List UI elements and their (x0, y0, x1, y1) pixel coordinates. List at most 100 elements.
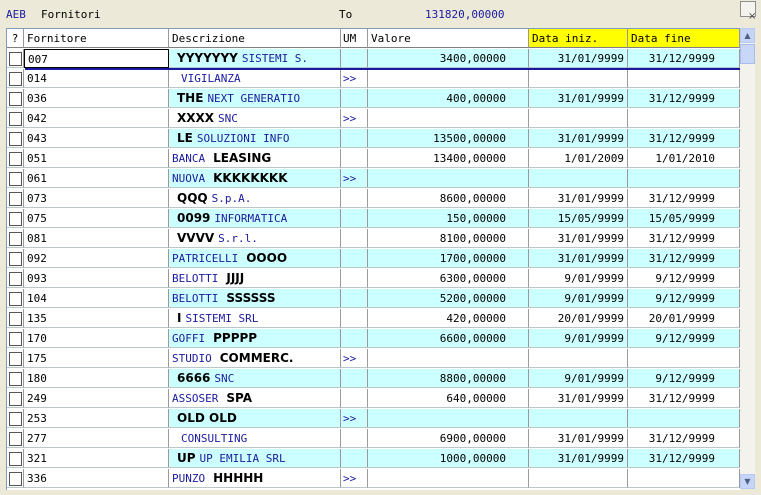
row-checkbox-cell[interactable] (7, 389, 24, 408)
row-checkbox[interactable] (9, 112, 22, 126)
cell-data-iniz[interactable]: 31/01/9999 (529, 49, 628, 68)
row-checkbox-cell[interactable] (7, 209, 24, 228)
cell-um[interactable] (341, 449, 368, 468)
cell-um[interactable] (341, 89, 368, 108)
cell-fornitore[interactable]: 051 (24, 149, 169, 168)
cell-descrizione[interactable]: YYYYYYY SISTEMI S. (169, 49, 341, 68)
cell-data-fine[interactable]: 31/12/9999 (628, 189, 740, 208)
cell-fornitore[interactable]: 093 (24, 269, 169, 288)
cell-data-fine[interactable] (628, 349, 740, 368)
cell-valore[interactable]: 8800,00000 (368, 369, 529, 388)
cell-descrizione[interactable]: STUDIO COMMERC. (169, 349, 341, 368)
cell-data-iniz[interactable]: 9/01/9999 (529, 369, 628, 388)
row-checkbox-cell[interactable] (7, 229, 24, 248)
row-checkbox[interactable] (9, 412, 22, 426)
cell-fornitore[interactable]: 104 (24, 289, 169, 308)
row-checkbox[interactable] (9, 372, 22, 386)
row-checkbox[interactable] (9, 392, 22, 406)
cell-valore[interactable]: 640,00000 (368, 389, 529, 408)
cell-data-iniz[interactable] (529, 69, 628, 88)
cell-fornitore[interactable]: 170 (24, 329, 169, 348)
cell-data-fine[interactable]: 15/05/9999 (628, 209, 740, 228)
cell-fornitore[interactable]: 073 (24, 189, 169, 208)
cell-data-iniz[interactable]: 31/01/9999 (529, 189, 628, 208)
table-row[interactable]: 321 UP UP EMILIA SRL 1000,00000 31/01/9999 31… (7, 449, 741, 469)
cell-fornitore[interactable]: 180 (24, 369, 169, 388)
row-checkbox-cell[interactable] (7, 329, 24, 348)
column-header-check[interactable]: ? (7, 29, 24, 48)
column-header-data-iniz[interactable]: Data iniz. (529, 29, 628, 48)
scroll-up-button[interactable]: ▲ (740, 28, 755, 43)
cell-fornitore[interactable]: 249 (24, 389, 169, 408)
table-row[interactable]: 135 I SISTEMI SRL 420,00000 20/01/9999 20/01/… (7, 309, 741, 329)
cell-data-fine[interactable]: 31/12/9999 (628, 249, 740, 268)
cell-valore[interactable]: 150,00000 (368, 209, 529, 228)
cell-valore[interactable]: 6600,00000 (368, 329, 529, 348)
cell-descrizione[interactable]: 6666 SNC (169, 369, 341, 388)
cell-data-iniz[interactable] (529, 109, 628, 128)
cell-data-fine[interactable]: 31/12/9999 (628, 229, 740, 248)
cell-data-iniz[interactable]: 31/01/9999 (529, 389, 628, 408)
cell-descrizione[interactable]: NUOVA KKKKKKKK (169, 169, 341, 188)
row-checkbox[interactable] (9, 312, 22, 326)
cell-descrizione[interactable]: PATRICELLI OOOO (169, 249, 341, 268)
row-checkbox-cell[interactable] (7, 269, 24, 288)
cell-descrizione[interactable]: CONSULTING (169, 429, 341, 448)
cell-um[interactable] (341, 269, 368, 288)
cell-fornitore[interactable]: 007 (24, 49, 169, 68)
cell-descrizione[interactable]: THE NEXT GENERATIO (169, 89, 341, 108)
cell-descrizione[interactable]: LE SOLUZIONI INFO (169, 129, 341, 148)
cell-data-fine[interactable] (628, 69, 740, 88)
cell-data-fine[interactable]: 1/01/2010 (628, 149, 740, 168)
close-button[interactable]: × (740, 1, 756, 22)
row-checkbox-cell[interactable] (7, 249, 24, 268)
cell-fornitore[interactable]: 253 (24, 409, 169, 428)
row-checkbox-cell[interactable] (7, 149, 24, 168)
cell-descrizione[interactable]: PUNZO HHHHH (169, 469, 341, 488)
table-row[interactable]: 036 THE NEXT GENERATIO 400,00000 31/01/9999 3… (7, 89, 741, 109)
table-row[interactable]: 180 6666 SNC 8800,00000 9/01/9999 9/12/9999 (7, 369, 741, 389)
table-row[interactable]: 014 VIGILANZA >> (7, 69, 741, 89)
cell-data-fine[interactable]: 9/12/9999 (628, 369, 740, 388)
cell-data-fine[interactable] (628, 109, 740, 128)
cell-um[interactable] (341, 249, 368, 268)
cell-descrizione[interactable]: XXXX SNC (169, 109, 341, 128)
cell-valore[interactable]: 5200,00000 (368, 289, 529, 308)
cell-data-iniz[interactable]: 31/01/9999 (529, 129, 628, 148)
row-checkbox[interactable] (9, 172, 22, 186)
row-checkbox-cell[interactable] (7, 189, 24, 208)
row-checkbox-cell[interactable] (7, 129, 24, 148)
cell-um[interactable] (341, 209, 368, 228)
cell-descrizione[interactable]: OLD OLD (169, 409, 341, 428)
cell-fornitore[interactable]: 321 (24, 449, 169, 468)
table-row[interactable]: 336 PUNZO HHHHH >> (7, 469, 741, 489)
cell-valore[interactable] (368, 349, 529, 368)
table-row[interactable]: 007 YYYYYYY SISTEMI S. 3400,00000 31/01/9999… (7, 49, 741, 69)
cell-fornitore[interactable]: 075 (24, 209, 169, 228)
vertical-scrollbar[interactable]: ▲ ▼ (740, 28, 755, 489)
cell-um[interactable]: >> (341, 109, 368, 128)
cell-descrizione[interactable]: BANCA LEASING (169, 149, 341, 168)
row-checkbox[interactable] (9, 212, 22, 226)
cell-descrizione[interactable]: VIGILANZA (169, 69, 341, 88)
cell-um[interactable]: >> (341, 69, 368, 88)
cell-data-iniz[interactable]: 31/01/9999 (529, 249, 628, 268)
cell-data-iniz[interactable]: 9/01/9999 (529, 329, 628, 348)
cell-valore[interactable]: 8100,00000 (368, 229, 529, 248)
cell-fornitore[interactable]: 061 (24, 169, 169, 188)
cell-um[interactable]: >> (341, 409, 368, 428)
cell-valore[interactable]: 3400,00000 (368, 49, 529, 68)
table-row[interactable]: 277 CONSULTING 6900,00000 31/01/9999 31/12/9… (7, 429, 741, 449)
row-checkbox-cell[interactable] (7, 49, 24, 68)
cell-data-iniz[interactable]: 31/01/9999 (529, 449, 628, 468)
row-checkbox-cell[interactable] (7, 469, 24, 488)
cell-um[interactable] (341, 329, 368, 348)
cell-data-iniz[interactable] (529, 349, 628, 368)
row-checkbox[interactable] (9, 152, 22, 166)
table-row[interactable]: 061 NUOVA KKKKKKKK >> (7, 169, 741, 189)
cell-data-iniz[interactable] (529, 469, 628, 488)
row-checkbox-cell[interactable] (7, 309, 24, 328)
cell-data-fine[interactable]: 9/12/9999 (628, 289, 740, 308)
cell-data-fine[interactable]: 31/12/9999 (628, 49, 740, 68)
cell-valore[interactable] (368, 409, 529, 428)
